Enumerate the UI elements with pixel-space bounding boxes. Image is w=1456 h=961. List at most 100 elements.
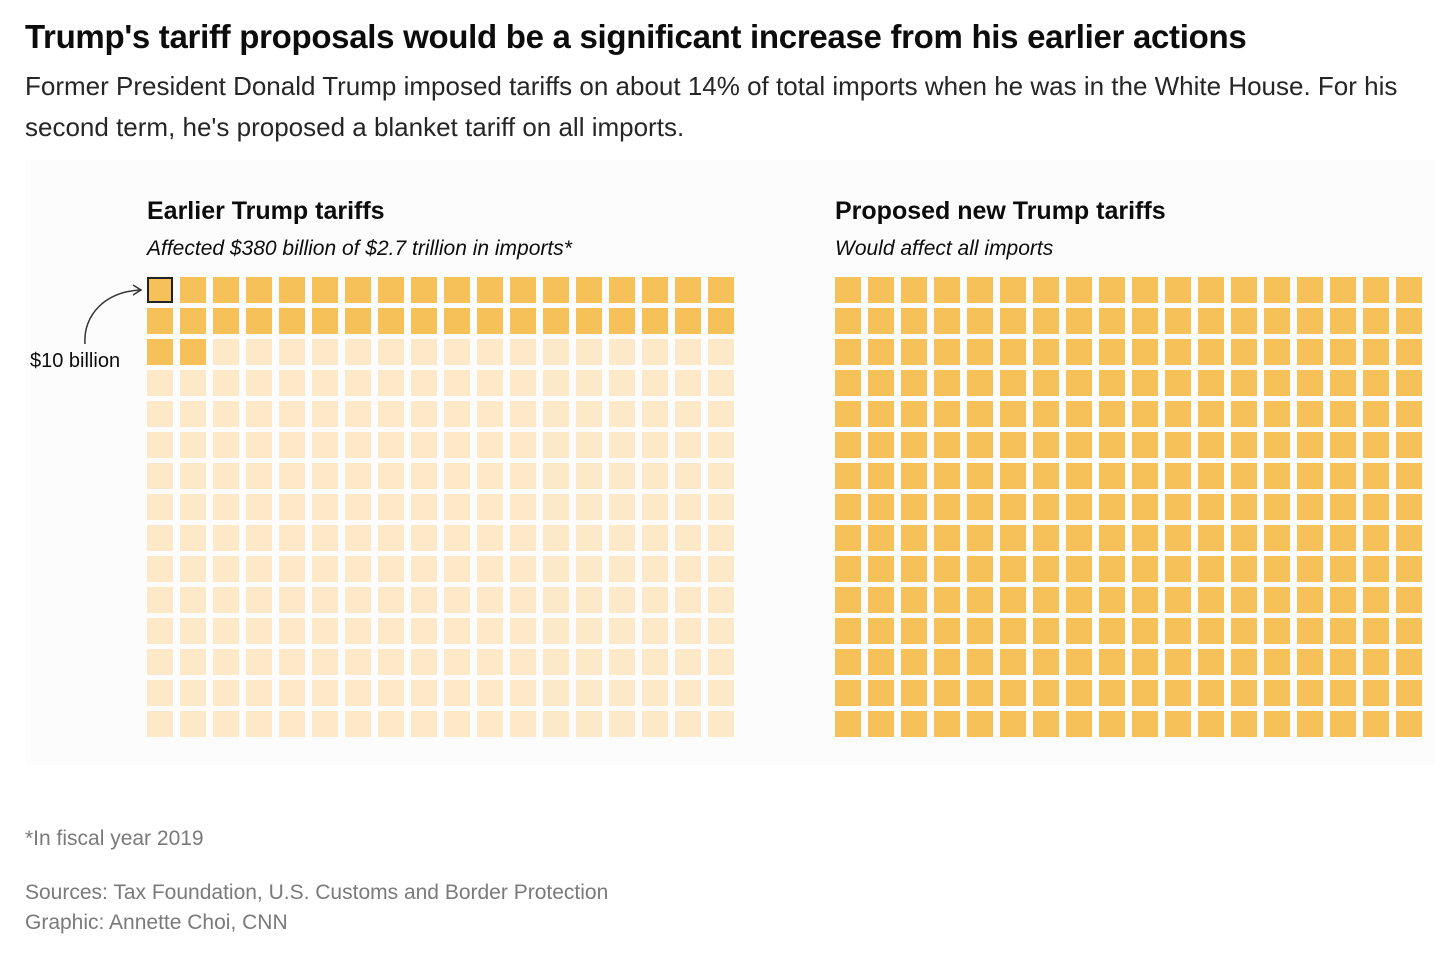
waffle-square-filled [543,308,569,334]
waffle-square-empty [510,339,536,365]
waffle-square-filled [1330,339,1356,365]
waffle-square-empty [642,494,668,520]
waffle-square-filled [1165,649,1191,675]
waffle-square-empty [477,525,503,551]
waffle-square-filled [1066,711,1092,737]
waffle-square-filled [1330,680,1356,706]
waffle-square-filled [444,308,470,334]
waffle-square-empty [279,370,305,396]
waffle-square-filled [901,277,927,303]
waffle-square-filled [1330,525,1356,551]
waffle-square-filled [1165,711,1191,737]
waffle-square-filled [1132,463,1158,489]
waffle-square-empty [675,525,701,551]
waffle-square-empty [675,680,701,706]
waffle-square-filled [901,463,927,489]
waffle-square-empty [576,463,602,489]
waffle-square-filled [1297,680,1323,706]
waffle-square-filled [411,277,437,303]
left-panel-title: Earlier Trump tariffs [147,197,385,225]
waffle-square-filled [835,587,861,613]
waffle-square-empty [147,680,173,706]
waffle-square-filled [1330,494,1356,520]
waffle-square-filled [1000,432,1026,458]
waffle-square-empty [411,649,437,675]
waffle-square-empty [279,401,305,427]
waffle-square-filled [1330,618,1356,644]
waffle-square-empty [477,432,503,458]
waffle-square-empty [147,370,173,396]
waffle-square-empty [642,525,668,551]
waffle-square-filled [1066,432,1092,458]
waffle-square-empty [213,618,239,644]
waffle-square-filled [934,680,960,706]
waffle-square-empty [510,680,536,706]
waffle-square-filled [1033,432,1059,458]
waffle-square-filled [708,308,734,334]
waffle-square-filled [1396,711,1422,737]
waffle-square-filled [642,277,668,303]
waffle-square-filled [1099,711,1125,737]
waffle-square-filled [934,370,960,396]
waffle-square-empty [147,649,173,675]
waffle-square-filled [1066,308,1092,334]
waffle-square-empty [642,618,668,644]
waffle-square-empty [609,587,635,613]
waffle-square-filled [1000,649,1026,675]
waffle-square-filled [1264,463,1290,489]
waffle-square-empty [510,463,536,489]
waffle-square-filled [1231,649,1257,675]
waffle-square-empty [609,401,635,427]
waffle-square-filled [1330,463,1356,489]
waffle-square-empty [411,339,437,365]
waffle-square-filled [1198,587,1224,613]
waffle-square-filled [510,308,536,334]
waffle-square-filled [934,432,960,458]
waffle-square-filled [1000,711,1026,737]
waffle-square-filled [1396,370,1422,396]
waffle-square-filled [1231,463,1257,489]
waffle-square-filled [901,432,927,458]
waffle-square-empty [213,649,239,675]
waffle-square-filled [1231,494,1257,520]
waffle-square-filled [1198,401,1224,427]
waffle-square-filled [1033,556,1059,582]
waffle-square-filled [1198,339,1224,365]
waffle-square-filled [246,277,272,303]
waffle-square-filled [1396,649,1422,675]
waffle-square-filled [510,277,536,303]
waffle-square-filled [1132,649,1158,675]
waffle-square-empty [279,494,305,520]
waffle-square-filled [901,587,927,613]
waffle-square-empty [543,494,569,520]
waffle-square-filled [1033,370,1059,396]
waffle-square-filled [1396,618,1422,644]
waffle-square-filled [868,401,894,427]
waffle-square-empty [213,494,239,520]
waffle-square-filled [1297,556,1323,582]
waffle-square-empty [609,370,635,396]
waffle-square-empty [246,432,272,458]
waffle-square-filled [835,618,861,644]
waffle-square-filled [901,308,927,334]
waffle-square-empty [708,711,734,737]
waffle-square-filled [1033,680,1059,706]
waffle-square-empty [510,556,536,582]
waffle-square-empty [543,525,569,551]
waffle-square-empty [378,587,404,613]
waffle-square-empty [477,339,503,365]
waffle-square-empty [543,370,569,396]
waffle-square-filled [1165,556,1191,582]
waffle-square-filled [1165,370,1191,396]
waffle-square-empty [675,401,701,427]
waffle-square-filled [1297,370,1323,396]
waffle-square-empty [477,494,503,520]
waffle-square-filled [180,339,206,365]
waffle-square-filled [901,525,927,551]
waffle-square-empty [246,587,272,613]
waffle-square-empty [642,556,668,582]
waffle-square-filled [835,463,861,489]
waffle-square-empty [345,432,371,458]
waffle-square-filled [576,308,602,334]
waffle-square-empty [246,680,272,706]
